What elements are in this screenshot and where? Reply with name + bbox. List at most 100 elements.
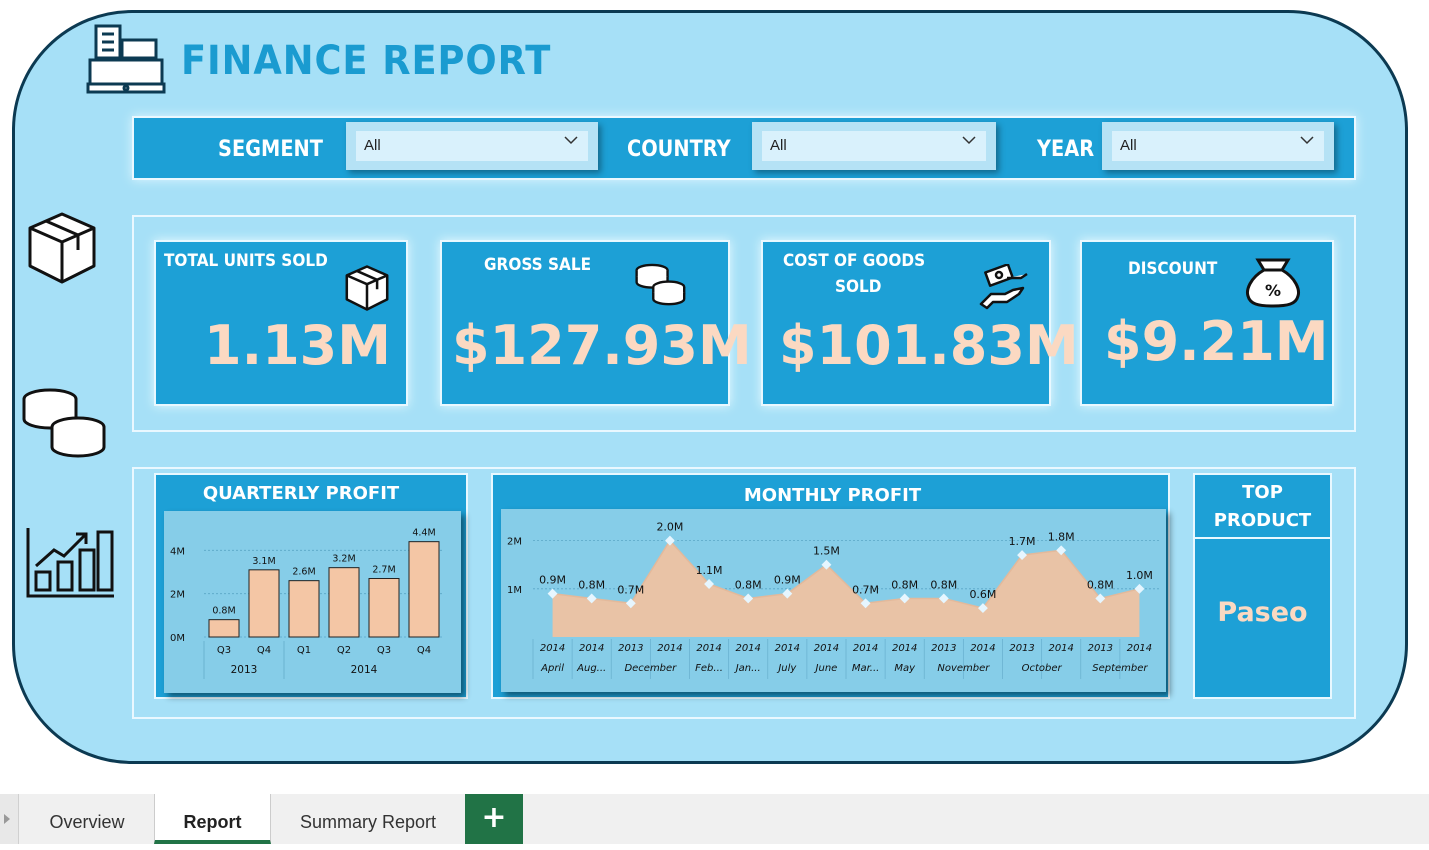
data-point [743,593,754,604]
top-product-value: Paseo [1217,597,1308,628]
x-tick-year: 2014 [775,643,800,654]
x-tick-month: Jan... [734,663,761,674]
x-tick-year: 2014 [657,643,682,654]
data-label: 0.6M [969,588,996,601]
x-tick-month: April [540,663,564,674]
kpi-card-total-units: TOTAL UNITS SOLD 1.13M [154,240,408,406]
top-product-title-line2: PRODUCT [1213,510,1312,531]
bar [328,567,360,638]
data-point [1056,545,1067,556]
x-tick-year: 2014 [735,643,760,654]
divider [1195,537,1330,539]
kpi-title: TOTAL UNITS SOLD [164,251,328,271]
bar [368,578,400,638]
y-tick-label: 2M [170,590,185,601]
kpi-value: 1.13M [204,314,391,377]
package-box-icon [28,212,96,284]
year-value: All [1120,137,1137,154]
bar [208,619,240,638]
x-tick-month: October [1022,663,1063,674]
x-tick-year: 2014 [540,643,565,654]
bar [288,580,320,638]
x-tick-year: 2013 [1088,643,1113,654]
coins-icon [635,263,686,306]
data-label: 1.8M [1048,530,1075,543]
add-sheet-button[interactable]: + [465,794,523,844]
top-product-panel: TOP PRODUCT Paseo [1193,473,1332,699]
money-bag-percent-icon: % [1246,258,1300,308]
data-point [586,593,597,604]
data-label: 2.6M [292,567,315,578]
kpi-value: $127.93M [452,314,752,377]
data-label: 0.7M [617,583,644,596]
country-dropdown[interactable]: All [752,122,996,170]
x-tick-year: 2014 [1127,643,1152,654]
x-tick-year: 2013 [618,643,643,654]
bar [408,541,440,638]
data-label: 2.0M [656,521,683,534]
x-tick-year: 2014 [696,643,721,654]
data-point [821,559,832,570]
quarterly-profit-chart-area: 4M 2M 0M 0.8M Q3 3.1M Q4 2.6M Q1 3.2M Q2 2.7M Q3 4.4M… [164,511,461,693]
y-tick-label: 0M [170,633,185,644]
chevron-down-icon [962,136,976,145]
top-product-title: TOP PRODUCT [1195,479,1330,535]
x-tick-month: Feb... [695,663,723,674]
kpi-card-cogs: COST OF GOODS SOLD $101.83M [761,240,1079,406]
data-point [938,593,949,604]
kpi-card-discount: DISCOUNT % $9.21M [1080,240,1334,406]
data-point [1017,550,1028,561]
segment-value: All [364,137,381,154]
kpi-card-gross-sale: GROSS SALE $127.93M [440,240,752,406]
tab-summary-report[interactable]: Summary Report [299,812,437,832]
y-tick-label: 1M [507,585,522,596]
svg-text:%: % [1265,281,1281,300]
x-tick-month: July [776,663,797,674]
x-tick-label: Q4 [417,645,431,656]
package-box-icon [345,265,389,311]
year-label: 2013 [231,664,258,676]
x-tick-label: Q1 [297,645,311,656]
data-label: 4.4M [412,528,435,539]
data-label: 0.9M [774,574,801,587]
chevron-down-icon [564,136,578,145]
data-point [547,588,558,599]
x-tick-year: 2013 [1009,643,1034,654]
monthly-profit-chart: 2M 1M 0.9M 2014 0.8M 2014 0.7M 2013 2.0M 2014 1.1M… [507,521,1159,679]
segment-label: SEGMENT [218,137,323,162]
data-label: 1.7M [1009,535,1036,548]
country-label: COUNTRY [627,137,731,162]
data-point [782,588,793,599]
x-tick-year: 2014 [853,643,878,654]
data-label: 0.9M [539,574,566,587]
x-tick-month: Mar... [852,663,880,674]
kpi-value: $9.21M [1104,310,1329,373]
data-label: 2.7M [372,565,395,576]
coins-stack-icon [22,388,106,458]
growth-chart-icon [26,528,114,598]
data-label: 3.1M [252,556,275,567]
segment-dropdown[interactable]: All [346,122,598,170]
top-product-title-line1: TOP [1242,482,1283,503]
x-tick-label: Q4 [257,645,271,656]
quarterly-profit-title: QUARTERLY PROFIT [202,483,400,504]
data-label: 0.8M [1087,578,1114,591]
quarterly-profit-chart: 4M 2M 0M 0.8M Q3 3.1M Q4 2.6M Q1 3.2M Q2 2.7M Q3 4.4M… [170,528,444,679]
kpi-title: COST OF GOODS [783,251,926,271]
x-tick-year: 2014 [579,643,604,654]
monthly-profit-chart-area: 2M 1M 0.9M 2014 0.8M 2014 0.7M 2013 2.0M 2014 1.1M… [501,509,1166,692]
data-point [860,598,871,609]
data-point [977,603,988,614]
tab-report[interactable]: Report [154,794,271,844]
y-tick-label: 4M [170,546,185,557]
x-tick-year: 2014 [892,643,917,654]
tab-overview[interactable]: Overview [49,812,125,832]
year-dropdown[interactable]: All [1102,122,1334,170]
chevron-right-icon [4,814,10,824]
x-tick-month: September [1092,663,1148,674]
data-label: 0.8M [891,578,918,591]
x-tick-year: 2014 [814,643,839,654]
tab-scroll-left[interactable] [0,794,19,844]
x-tick-month: November [937,663,990,674]
data-point [899,593,910,604]
